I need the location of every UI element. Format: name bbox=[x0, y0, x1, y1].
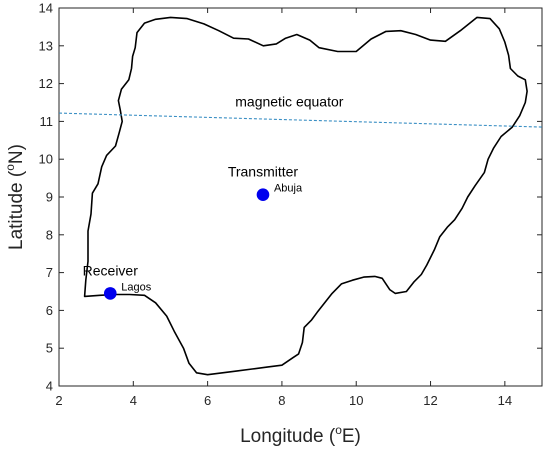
y-axis-label-degree: o bbox=[3, 164, 17, 171]
magnetic-equator-line bbox=[58, 112, 543, 128]
y-tick-label: 14 bbox=[39, 1, 53, 16]
y-tick-label: 12 bbox=[39, 76, 53, 91]
station-role-lagos: Receiver bbox=[83, 262, 139, 278]
x-tick-label: 6 bbox=[204, 393, 211, 408]
magnetic-equator-label: magnetic equator bbox=[235, 93, 344, 109]
country-boundary bbox=[83, 16, 528, 376]
x-tick-label: 4 bbox=[130, 393, 137, 408]
y-axis-label-prefix: Latitude ( bbox=[6, 170, 27, 250]
y-tick-label: 10 bbox=[39, 152, 53, 167]
x-tick-label: 14 bbox=[498, 393, 512, 408]
y-tick-label: 4 bbox=[46, 379, 53, 394]
station-marker-lagos bbox=[103, 287, 117, 300]
station-role-abuja: Transmitter bbox=[228, 164, 299, 180]
x-tick-label: 8 bbox=[278, 393, 285, 408]
x-axis-ticks: 2 4 6 8 10 12 14 bbox=[55, 8, 512, 408]
x-axis-label: Longitude (oE) bbox=[240, 423, 361, 447]
x-tick-label: 2 bbox=[55, 393, 62, 408]
y-axis-ticks: 4 5 6 7 8 9 10 11 12 13 14 bbox=[39, 1, 542, 394]
y-axis-label: Latitude (oN) bbox=[3, 144, 27, 250]
station-city-lagos: Lagos bbox=[121, 281, 151, 293]
plot-area: magnetic equator Abuja Transmitter Lagos Re… bbox=[58, 7, 543, 387]
y-tick-label: 11 bbox=[40, 114, 54, 129]
station-marker-abuja bbox=[256, 188, 270, 202]
x-axis-label-prefix: Longitude ( bbox=[240, 426, 336, 447]
y-axis-label-suffix: N) bbox=[6, 144, 27, 164]
y-tick-label: 13 bbox=[39, 38, 53, 53]
y-tick-label: 6 bbox=[46, 303, 53, 318]
x-axis-label-degree: o bbox=[335, 423, 342, 437]
y-tick-label: 9 bbox=[46, 190, 53, 205]
x-axis-label-suffix: E) bbox=[342, 426, 361, 447]
stations-layer: Abuja Transmitter Lagos Receiver bbox=[83, 164, 303, 300]
x-tick-label: 12 bbox=[423, 393, 437, 408]
y-tick-label: 8 bbox=[46, 227, 53, 242]
x-tick-label: 10 bbox=[349, 393, 363, 408]
y-tick-label: 5 bbox=[46, 341, 53, 356]
station-city-abuja: Abuja bbox=[274, 183, 303, 195]
y-tick-label: 7 bbox=[46, 265, 53, 280]
